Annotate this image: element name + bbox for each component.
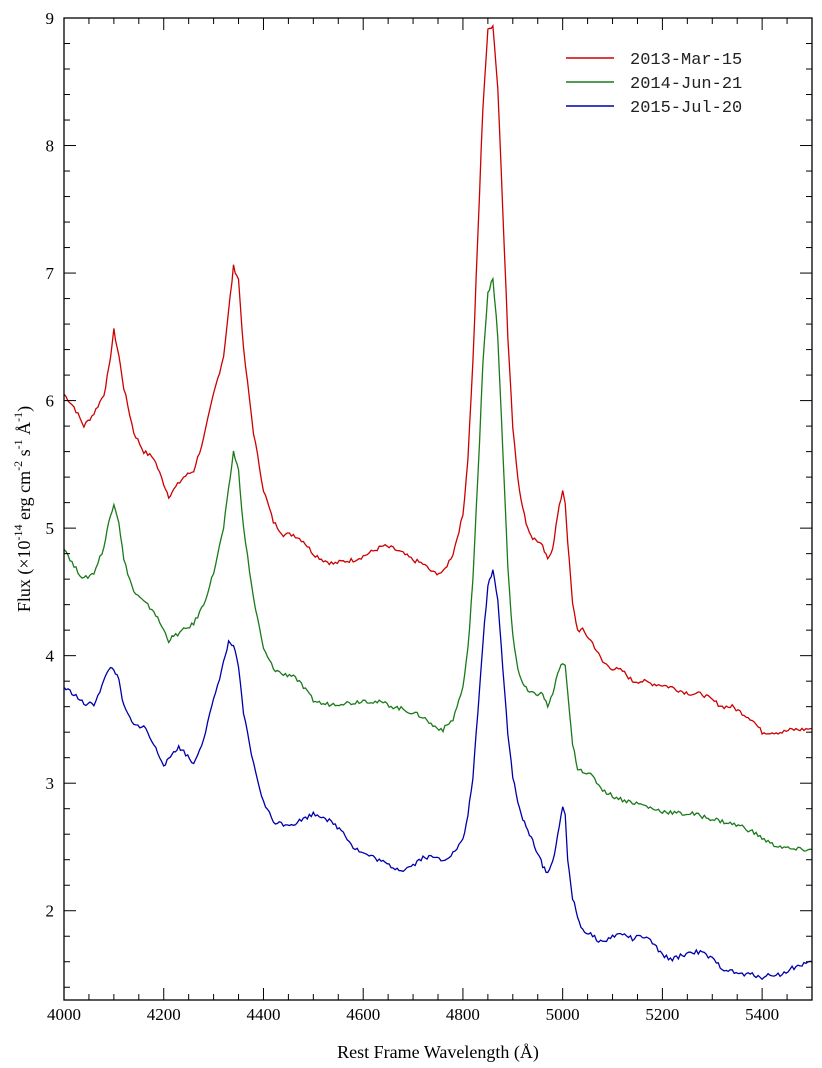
y-axis-label-part: Å — [14, 422, 34, 440]
y-axis-label-superscript: -1 — [11, 439, 25, 449]
y-tick-label: 4 — [46, 647, 55, 666]
series-line-2014-Jun-21 — [63, 276, 813, 852]
x-tick-label: 4600 — [346, 1005, 380, 1024]
legend-label: 2014-Jun-21 — [630, 75, 742, 94]
tick-label-layer: 4000 4200 4400 4600 4800 5000 5200 5400 2 3 4 5 6 7 8 9 — [46, 9, 780, 1024]
y-axis-label-part: erg cm — [14, 471, 34, 525]
y-axis-label: Flux (×10-14 erg cm-2 s-1 Å-1) — [11, 406, 35, 612]
series-line-2015-Jul-20 — [63, 569, 813, 981]
x-tick-label: 5400 — [745, 1005, 779, 1024]
series-line-2013-Mar-15 — [63, 24, 813, 735]
legend: 2013-Mar-15 2014-Jun-21 2015-Jul-20 — [566, 51, 742, 118]
y-tick-label: 8 — [46, 137, 55, 156]
legend-entry: 2015-Jul-20 — [566, 99, 742, 118]
legend-label: 2013-Mar-15 — [630, 51, 742, 70]
x-tick-label: 4800 — [446, 1005, 480, 1024]
y-axis-label-part: ) — [14, 406, 35, 412]
x-tick-label: 4400 — [246, 1005, 280, 1024]
plot-frame — [63, 17, 813, 1001]
x-tick-label: 5200 — [645, 1005, 679, 1024]
y-axis-label-superscript: -2 — [11, 461, 25, 471]
x-tick-label: 4000 — [47, 1005, 81, 1024]
y-tick-label: 5 — [46, 519, 55, 538]
legend-label: 2015-Jul-20 — [630, 99, 742, 118]
series-layer — [63, 24, 813, 981]
legend-entry: 2013-Mar-15 — [566, 51, 742, 70]
legend-entry: 2014-Jun-21 — [566, 75, 742, 94]
y-axis-label-superscript: -1 — [11, 412, 25, 422]
tick-layer — [63, 17, 813, 1000]
x-tick-label: 5000 — [546, 1005, 580, 1024]
x-tick-label: 4200 — [147, 1005, 181, 1024]
y-axis-label-superscript: -14 — [11, 525, 25, 541]
y-tick-label: 2 — [46, 902, 55, 921]
y-tick-label: 9 — [46, 9, 55, 28]
y-axis-label-part: Flux (×10 — [14, 541, 35, 613]
y-axis-label-part: s — [14, 449, 34, 461]
y-tick-label: 3 — [46, 774, 55, 793]
y-tick-label: 6 — [46, 392, 55, 411]
y-tick-label: 7 — [46, 264, 55, 283]
x-axis-label: Rest Frame Wavelength (Å) — [337, 1042, 539, 1063]
